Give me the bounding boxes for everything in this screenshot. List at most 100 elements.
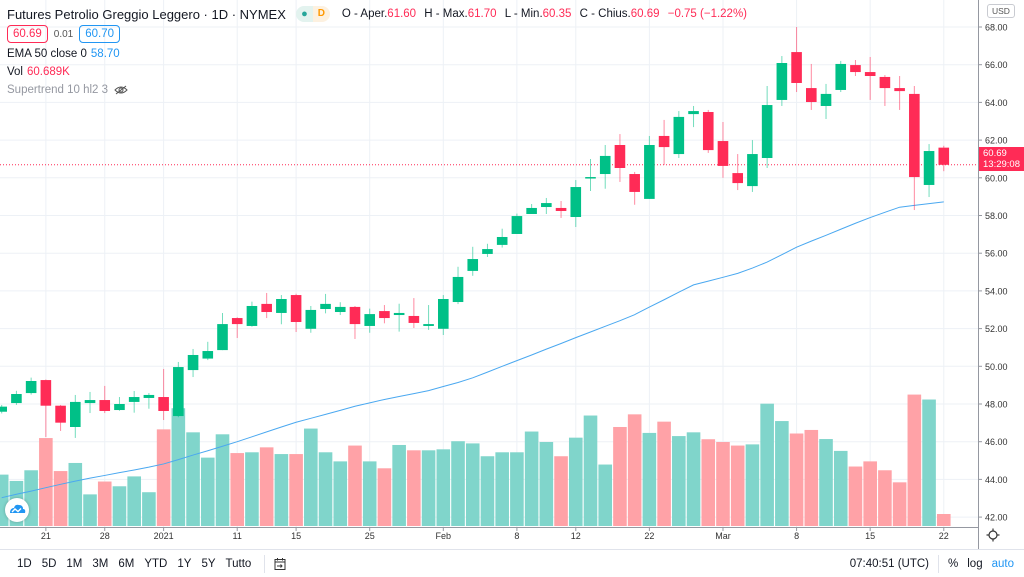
candle-body	[143, 394, 155, 398]
candle	[423, 305, 434, 330]
currency-badge[interactable]: USD	[987, 4, 1015, 18]
time-tick-label: Feb	[436, 531, 452, 541]
candle-body	[526, 207, 537, 214]
timeframe-5d[interactable]: 5D	[41, 557, 57, 570]
timeframe-5y[interactable]: 5Y	[201, 557, 216, 570]
timeframe-6m[interactable]: 6M	[118, 557, 135, 570]
candle	[128, 390, 140, 413]
timeframe-3m[interactable]: 3M	[92, 557, 109, 570]
volume-legend[interactable]: Vol 60.689K	[7, 66, 70, 78]
volume-bar	[362, 461, 377, 526]
auto-scale-toggle[interactable]: auto	[991, 557, 1014, 570]
candle-body	[217, 324, 228, 351]
volume-bar	[922, 399, 936, 526]
price-chart[interactable]: 68.00 66.00 64.00 62.00 60.00 58.00 56.00 54.00…	[0, 0, 1024, 549]
price-tick-label: 54.00	[985, 286, 1008, 296]
volume-bar	[701, 439, 716, 526]
volume-bar	[568, 437, 583, 526]
candle-body	[541, 203, 552, 208]
price-tick-label: 64.00	[985, 98, 1008, 108]
price-tick-label: 68.00	[985, 23, 1008, 33]
calendar-goto-icon[interactable]	[273, 557, 287, 571]
volume-bar	[510, 452, 524, 526]
timeframe-buttons: 1D 5D 1M 3M 6M YTD 1Y 5Y Tutto	[12, 558, 256, 570]
volume-bar	[465, 443, 480, 526]
candle	[290, 293, 302, 332]
volume-bar	[186, 432, 200, 526]
utc-clock[interactable]: 07:40:51 (UTC)	[849, 557, 930, 570]
volume-bar	[200, 457, 215, 526]
status-badge: ● D	[295, 6, 330, 22]
candle	[747, 140, 758, 192]
timeframe-tutto[interactable]: Tutto	[225, 557, 252, 570]
eye-crossed-icon[interactable]	[114, 85, 128, 95]
volume-bar	[83, 494, 97, 526]
candle	[349, 305, 361, 339]
time-tick-label: 22	[939, 531, 949, 541]
timeframe-1d[interactable]: 1D	[17, 557, 32, 570]
volume-bar	[833, 450, 848, 526]
candle	[526, 204, 537, 214]
candle-body	[84, 400, 96, 404]
supertrend-label: Supertrend 10 hl2 3	[7, 84, 109, 96]
delayed-data-badge: D	[312, 6, 330, 22]
settings-gear-icon[interactable]	[986, 528, 1000, 542]
log-scale-toggle[interactable]: log	[967, 557, 983, 570]
ema-legend[interactable]: EMA 50 close 0 58.70	[7, 48, 120, 60]
candle-body	[879, 76, 891, 89]
timeframe-1m[interactable]: 1M	[66, 557, 83, 570]
sell-button[interactable]: 60.69	[7, 25, 48, 43]
candle-body	[202, 351, 214, 359]
price-axis[interactable]: 68.00 66.00 64.00 62.00 60.00 58.00 56.00 54.00…	[978, 23, 1008, 523]
divider	[264, 554, 266, 573]
candle	[879, 75, 891, 106]
time-tick-label: 12	[571, 531, 581, 541]
timeframe-1y[interactable]: 1Y	[177, 557, 192, 570]
candle	[438, 295, 449, 336]
price-tick-label: 62.00	[985, 136, 1008, 146]
bid-ask-row: 60.69 0.01 60.70	[7, 25, 121, 43]
volume-bar	[289, 454, 303, 526]
candle-body	[173, 367, 184, 417]
candle-body	[25, 381, 37, 394]
candle-body	[40, 380, 52, 406]
percent-scale-toggle[interactable]: %	[948, 557, 959, 570]
low-label: L - Min.	[504, 8, 543, 20]
volume-bar	[0, 474, 9, 526]
volume-bar	[53, 471, 68, 526]
candle-body	[408, 315, 420, 323]
candle-body	[938, 147, 950, 165]
candle	[25, 377, 37, 395]
buy-button[interactable]: 60.70	[79, 25, 121, 43]
candle-body	[644, 145, 655, 199]
candle	[496, 228, 508, 248]
candle	[305, 305, 317, 333]
candle-body	[555, 207, 567, 211]
candle-body	[246, 305, 258, 326]
candle-body	[585, 177, 596, 179]
candle-body	[187, 354, 199, 371]
candle-body	[761, 105, 773, 159]
close-value: 60.69	[630, 8, 660, 20]
time-axis[interactable]: 21 28 2021 11 15 25 Feb 8 12 22 Mar 8 15 22	[41, 527, 949, 541]
candle	[276, 295, 287, 325]
candle	[217, 312, 228, 351]
price-tick-label: 66.00	[985, 60, 1008, 70]
candle-body	[231, 318, 243, 325]
timeframe-ytd[interactable]: YTD	[144, 557, 168, 570]
candle-body	[482, 249, 493, 254]
volume-bar	[274, 454, 289, 526]
candle	[11, 390, 22, 405]
candle	[231, 317, 243, 339]
tradingview-logo[interactable]	[5, 498, 29, 522]
volume-bar	[804, 429, 819, 526]
time-tick-label: 15	[291, 531, 301, 541]
symbol-title[interactable]: Futures Petrolio Greggio Leggero · 1D · …	[7, 6, 286, 22]
candle	[923, 144, 935, 198]
candle	[776, 56, 788, 106]
candle-body	[629, 174, 640, 192]
candle	[850, 59, 861, 77]
supertrend-legend[interactable]: Supertrend 10 hl2 3	[7, 84, 128, 96]
candle	[702, 109, 714, 153]
candle-body	[158, 397, 169, 411]
